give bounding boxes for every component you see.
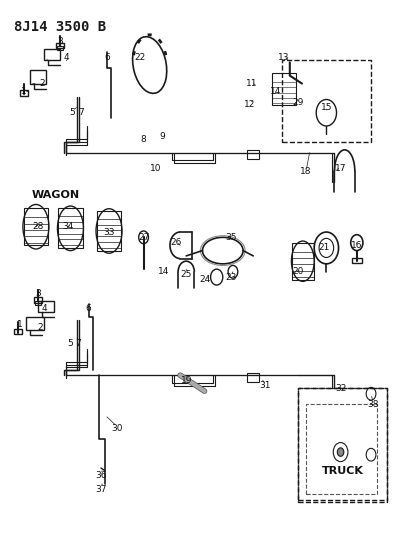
- Text: 26: 26: [171, 238, 182, 247]
- Bar: [58, 208, 83, 248]
- Bar: [35, 301, 41, 305]
- Text: 14: 14: [270, 87, 281, 96]
- Text: 8J14 3500 B: 8J14 3500 B: [13, 20, 106, 34]
- Bar: [56, 43, 64, 48]
- Text: 12: 12: [243, 100, 255, 109]
- Text: 20: 20: [292, 268, 303, 276]
- Text: 4: 4: [41, 304, 47, 313]
- Text: 9: 9: [159, 132, 165, 141]
- Text: 3: 3: [57, 37, 63, 46]
- Bar: [298, 389, 387, 500]
- Text: 29: 29: [292, 98, 303, 107]
- Text: 35: 35: [225, 233, 237, 242]
- Bar: [20, 91, 28, 96]
- Bar: [34, 297, 42, 303]
- Text: 33: 33: [103, 228, 115, 237]
- Bar: [247, 150, 259, 159]
- Bar: [24, 208, 48, 245]
- Text: 37: 37: [95, 484, 107, 494]
- Text: 31: 31: [260, 381, 271, 390]
- Text: 34: 34: [63, 222, 74, 231]
- Text: 24: 24: [199, 275, 210, 284]
- Text: 36: 36: [95, 471, 107, 480]
- Bar: [247, 373, 259, 382]
- Text: 18: 18: [300, 166, 312, 175]
- Text: 2: 2: [39, 79, 45, 88]
- Text: TRUCK: TRUCK: [322, 466, 364, 475]
- Text: 2: 2: [37, 323, 43, 332]
- Circle shape: [337, 448, 344, 456]
- Bar: [26, 317, 44, 330]
- Text: 5: 5: [70, 108, 75, 117]
- Text: 14: 14: [158, 268, 170, 276]
- Text: 27: 27: [138, 233, 149, 242]
- Text: 7: 7: [78, 108, 83, 117]
- Text: 6: 6: [104, 53, 110, 62]
- Text: 7: 7: [76, 339, 81, 348]
- Bar: [13, 329, 22, 334]
- Bar: [306, 405, 377, 495]
- Text: 19: 19: [180, 376, 192, 385]
- Bar: [352, 258, 362, 263]
- Text: 1: 1: [21, 87, 27, 96]
- Text: 16: 16: [351, 241, 363, 250]
- Bar: [298, 389, 387, 503]
- Text: 6: 6: [86, 304, 92, 313]
- Text: 8: 8: [141, 135, 146, 144]
- Text: 22: 22: [134, 53, 145, 62]
- Text: 3: 3: [35, 288, 41, 297]
- Text: 38: 38: [367, 400, 379, 409]
- Bar: [292, 243, 314, 280]
- Bar: [30, 70, 46, 84]
- Text: 15: 15: [321, 103, 332, 112]
- Text: 11: 11: [245, 79, 257, 88]
- Text: 23: 23: [225, 272, 236, 281]
- Text: 4: 4: [63, 53, 69, 62]
- Text: 1: 1: [17, 320, 22, 329]
- Bar: [272, 73, 296, 105]
- Text: 21: 21: [319, 244, 330, 253]
- Bar: [282, 60, 371, 142]
- Bar: [38, 301, 54, 312]
- Text: 10: 10: [150, 164, 162, 173]
- Text: WAGON: WAGON: [32, 190, 80, 200]
- Text: 17: 17: [335, 164, 346, 173]
- Text: 28: 28: [32, 222, 44, 231]
- Text: 32: 32: [335, 384, 346, 393]
- Text: 5: 5: [67, 339, 73, 348]
- Text: 13: 13: [278, 53, 290, 62]
- Bar: [44, 49, 60, 60]
- Bar: [97, 211, 121, 251]
- Text: 30: 30: [111, 424, 123, 433]
- Bar: [57, 46, 63, 50]
- Text: 25: 25: [180, 270, 192, 279]
